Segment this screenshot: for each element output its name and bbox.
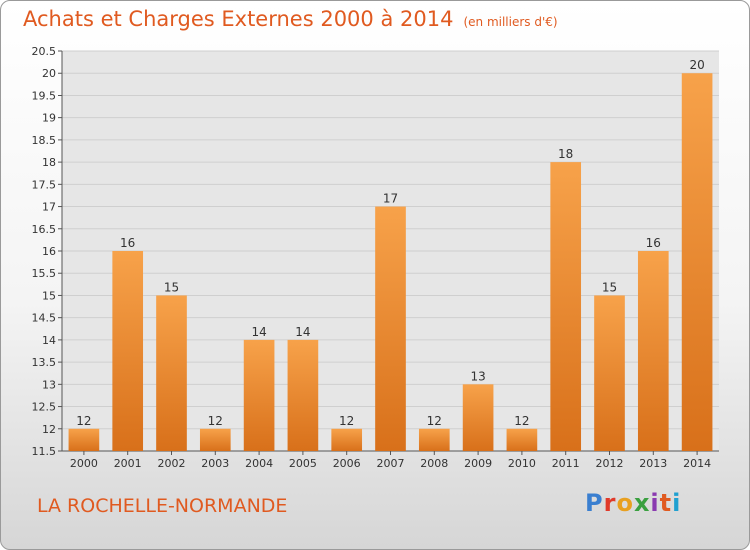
data-label-2013: 16	[646, 236, 661, 250]
data-label-2001: 16	[120, 236, 135, 250]
data-label-2000: 12	[76, 414, 91, 428]
bar-2003	[199, 428, 231, 451]
y-tick-label-11: 17	[42, 201, 56, 214]
bar-2014	[681, 73, 713, 451]
bar-2005	[287, 339, 319, 451]
bar-2002	[156, 295, 187, 451]
data-label-2005: 14	[295, 325, 310, 339]
x-tick-label-2001: 2001	[114, 457, 142, 470]
y-tick-label-12: 17.5	[32, 178, 57, 191]
data-label-2012: 15	[602, 280, 617, 294]
logo-letter: t	[659, 489, 673, 517]
y-tick-label-0: 11.5	[32, 445, 57, 458]
x-tick-label-2013: 2013	[639, 457, 667, 470]
chart-title: Achats et Charges Externes 2000 à 2014 (e…	[23, 7, 558, 31]
x-tick-label-2003: 2003	[201, 457, 229, 470]
bar-2009	[462, 384, 494, 451]
x-tick-label-2004: 2004	[245, 457, 273, 470]
x-tick-label-2014: 2014	[683, 457, 711, 470]
data-label-2006: 12	[339, 414, 354, 428]
data-label-2008: 12	[427, 414, 442, 428]
data-label-2007: 17	[383, 192, 398, 206]
x-tick-label-2012: 2012	[596, 457, 624, 470]
x-tick-label-2005: 2005	[289, 457, 317, 470]
y-tick-label-6: 14.5	[32, 312, 57, 325]
y-tick-label-7: 15	[42, 289, 56, 302]
x-tick-label-2000: 2000	[70, 457, 98, 470]
data-label-2014: 20	[689, 58, 704, 72]
x-tick-label-2010: 2010	[508, 457, 536, 470]
y-tick-label-17: 20	[42, 67, 56, 80]
bar-2000	[68, 428, 100, 451]
bar-2004	[243, 339, 275, 451]
y-tick-label-3: 13	[42, 378, 56, 391]
data-label-2003: 12	[208, 414, 223, 428]
bar-2013	[637, 251, 669, 451]
x-tick-label-2008: 2008	[420, 457, 448, 470]
x-tick-label-2009: 2009	[464, 457, 492, 470]
y-tick-label-2: 12.5	[32, 401, 57, 414]
proxiti-logo: Proxiti	[585, 489, 681, 517]
logo-letter: i	[672, 489, 682, 517]
bar-2012	[594, 295, 625, 451]
x-tick-label-2007: 2007	[377, 457, 405, 470]
commune-name: LA ROCHELLE-NORMANDE	[37, 495, 288, 517]
logo-letter: P	[585, 489, 604, 517]
bar-2007	[375, 206, 406, 451]
x-tick-label-2006: 2006	[333, 457, 361, 470]
bar-2006	[331, 428, 363, 451]
y-tick-label-9: 16	[42, 245, 56, 258]
logo-letter: i	[650, 489, 660, 517]
logo-letter: r	[603, 489, 617, 517]
data-label-2004: 14	[251, 325, 266, 339]
x-tick-label-2011: 2011	[552, 457, 580, 470]
x-tick-label-2002: 2002	[158, 457, 186, 470]
y-tick-label-8: 15.5	[32, 267, 57, 280]
logo-letter: x	[633, 489, 651, 517]
y-tick-label-4: 13.5	[32, 356, 57, 369]
y-tick-label-15: 19	[42, 112, 56, 125]
y-tick-label-13: 18	[42, 156, 56, 169]
data-label-2010: 12	[514, 414, 529, 428]
y-tick-label-5: 14	[42, 334, 56, 347]
data-label-2002: 15	[164, 280, 179, 294]
logo-letter: o	[616, 489, 634, 517]
y-tick-label-16: 19.5	[32, 89, 57, 102]
chart-title-text: Achats et Charges Externes 2000 à 2014	[23, 7, 454, 31]
data-label-2011: 18	[558, 147, 573, 161]
y-tick-label-18: 20.5	[32, 45, 57, 58]
y-tick-label-14: 18.5	[32, 134, 57, 147]
bar-2010	[506, 428, 538, 451]
bar-2001	[112, 251, 144, 451]
bar-2008	[418, 428, 450, 451]
chart-subtitle: (en milliers d'€)	[463, 15, 558, 29]
bar-2011	[550, 162, 582, 451]
data-label-2009: 13	[470, 369, 485, 383]
y-tick-label-1: 12	[42, 423, 56, 436]
y-tick-label-10: 16.5	[32, 223, 57, 236]
